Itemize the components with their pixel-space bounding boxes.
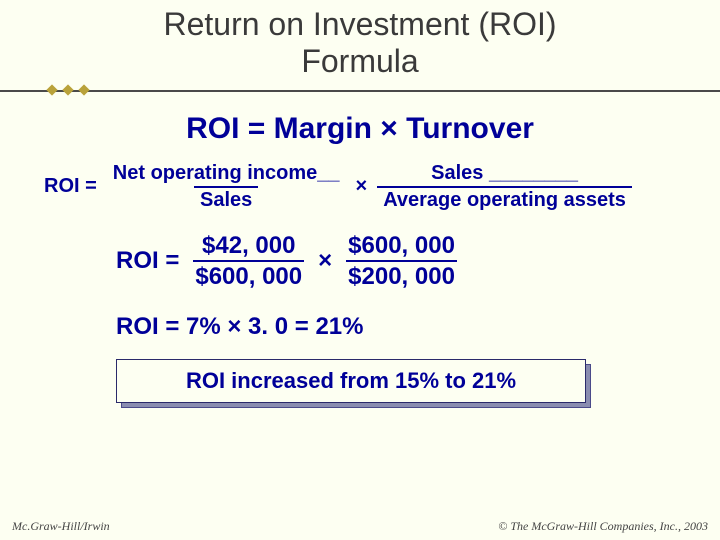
eq2-lhs: ROI = <box>44 175 97 198</box>
equation-fractions: ROI = Net operating income__ Sales × Sal… <box>44 162 676 212</box>
footer-right: © The McGraw-Hill Companies, Inc., 2003 <box>498 519 708 534</box>
eq3-frac2: $600, 000 $200, 000 <box>346 232 457 291</box>
slide-title-block: Return on Investment (ROI) Formula <box>0 0 720 80</box>
title-line-1: Return on Investment (ROI) <box>0 6 720 43</box>
callout-text: ROI increased from 15% to 21% <box>116 359 586 403</box>
eq3-frac1-den: $600, 000 <box>193 260 304 291</box>
equation-main: ROI = Margin × Turnover <box>44 112 676 146</box>
content-area: ROI = Margin × Turnover ROI = Net operat… <box>0 94 720 403</box>
title-line-2: Formula <box>0 43 720 80</box>
footer: Mc.Graw-Hill/Irwin © The McGraw-Hill Com… <box>0 519 720 534</box>
eq3-frac2-num: $600, 000 <box>346 232 457 261</box>
eq2-frac2: Sales ________ Average operating assets <box>377 162 632 212</box>
eq2-frac1-den: Sales <box>194 186 258 212</box>
footer-left: Mc.Graw-Hill/Irwin <box>12 519 110 534</box>
title-divider <box>0 88 720 94</box>
eq2-mul: × <box>356 175 368 198</box>
eq-main-lhs: ROI = <box>186 112 265 145</box>
eq2-frac2-num: Sales ________ <box>425 162 584 186</box>
eq3-frac1: $42, 000 $600, 000 <box>193 232 304 291</box>
eq3-frac2-den: $200, 000 <box>346 260 457 291</box>
eq2-frac1: Net operating income__ Sales <box>107 162 346 212</box>
equation-numeric: ROI = $42, 000 $600, 000 × $600, 000 $20… <box>116 232 676 291</box>
equation-result: ROI = 7% × 3. 0 = 21% <box>116 313 676 341</box>
eq3-frac1-num: $42, 000 <box>200 232 297 261</box>
eq3-lhs: ROI = <box>116 247 179 275</box>
eq2-frac1-num: Net operating income__ <box>107 162 346 186</box>
callout-box: ROI increased from 15% to 21% <box>116 359 586 403</box>
eq-main-rhs: Margin × Turnover <box>274 112 534 145</box>
eq2-frac2-den: Average operating assets <box>377 186 632 212</box>
eq3-mul: × <box>318 247 332 275</box>
